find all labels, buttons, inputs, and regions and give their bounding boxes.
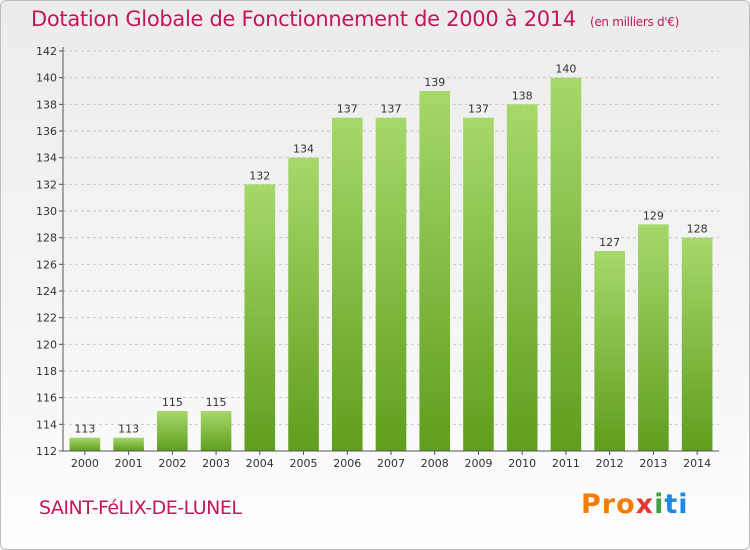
logo-part-4: ti (664, 489, 689, 520)
chart-title-text: Dotation Globale de Fonctionnement de 20… (31, 7, 576, 31)
chart-unit-label: (en milliers d'€) (589, 15, 679, 29)
bar-value-label: 137 (381, 103, 402, 116)
bar (419, 91, 451, 451)
y-tick-label: 114 (36, 418, 57, 431)
x-tick-label: 2001 (115, 457, 143, 470)
bar-value-label: 134 (293, 143, 314, 156)
bar-value-label: 138 (512, 89, 533, 102)
chart-title: Dotation Globale de Fonctionnement de 20… (31, 7, 679, 31)
y-tick-label: 130 (36, 205, 57, 218)
x-tick-label: 2013 (639, 457, 667, 470)
x-tick-label: 2010 (508, 457, 536, 470)
bar (157, 411, 188, 451)
bar-value-label: 139 (424, 76, 445, 89)
x-tick-label: 2002 (158, 457, 186, 470)
x-tick-label: 2000 (71, 457, 99, 470)
bar (638, 224, 669, 451)
y-tick-label: 120 (36, 338, 57, 351)
bar (113, 437, 144, 451)
bar (200, 411, 232, 451)
bar (375, 117, 407, 452)
x-tick-label: 2012 (596, 457, 624, 470)
x-tick-label: 2006 (333, 457, 361, 470)
y-tick-label: 122 (36, 312, 57, 325)
proxiti-logo: Proxiti (581, 489, 689, 520)
bar-value-label: 113 (118, 423, 139, 436)
x-tick-label: 2005 (290, 457, 318, 470)
y-tick-label: 142 (36, 45, 57, 58)
x-tick-label: 2014 (683, 457, 711, 470)
bar (681, 237, 713, 451)
x-tick-label: 2007 (377, 457, 405, 470)
bar-value-label: 129 (643, 209, 664, 222)
x-tick-label: 2008 (421, 457, 449, 470)
bar-value-label: 113 (74, 423, 95, 436)
x-tick-label: 2011 (552, 457, 580, 470)
y-tick-label: 116 (36, 392, 57, 405)
y-tick-label: 134 (36, 152, 57, 165)
bar-value-label: 115 (162, 396, 183, 409)
bar-value-label: 137 (468, 103, 489, 116)
bar-value-label: 132 (249, 169, 270, 182)
bar-value-label: 128 (687, 223, 708, 236)
bar-value-label: 127 (599, 236, 620, 249)
y-tick-label: 136 (36, 125, 57, 138)
y-tick-label: 126 (36, 258, 57, 271)
bar (331, 117, 363, 452)
logo-part-3: i (654, 489, 665, 520)
y-tick-label: 118 (36, 365, 57, 378)
city-name: SAINT-FéLIX-DE-LUNEL (39, 497, 242, 519)
bar (550, 77, 582, 452)
y-tick-label: 124 (36, 285, 57, 298)
logo-part-1: Pro (581, 489, 636, 520)
bar-value-label: 115 (206, 396, 227, 409)
bar (288, 157, 319, 451)
x-tick-label: 2009 (464, 457, 492, 470)
bar (594, 251, 625, 451)
bar (463, 117, 494, 452)
x-tick-label: 2004 (246, 457, 274, 470)
bar (244, 184, 276, 452)
bars: 113 113 115 115 132 134 137 137 139 137 138 140 127 1… (69, 63, 713, 452)
y-tick-label: 112 (36, 445, 57, 458)
x-tick-label: 2003 (202, 457, 230, 470)
y-tick-label: 132 (36, 178, 57, 191)
axes: 112 114 116 118 120 122 124 126 128 130 132 134 136 1… (36, 45, 719, 470)
logo-part-2: x (635, 489, 655, 520)
y-tick-label: 138 (36, 98, 57, 111)
bar-value-label: 137 (337, 103, 358, 116)
bar-value-label: 140 (555, 63, 576, 76)
bar (69, 437, 101, 451)
y-tick-label: 128 (36, 232, 57, 245)
bar (506, 104, 538, 451)
y-tick-label: 140 (36, 72, 57, 85)
